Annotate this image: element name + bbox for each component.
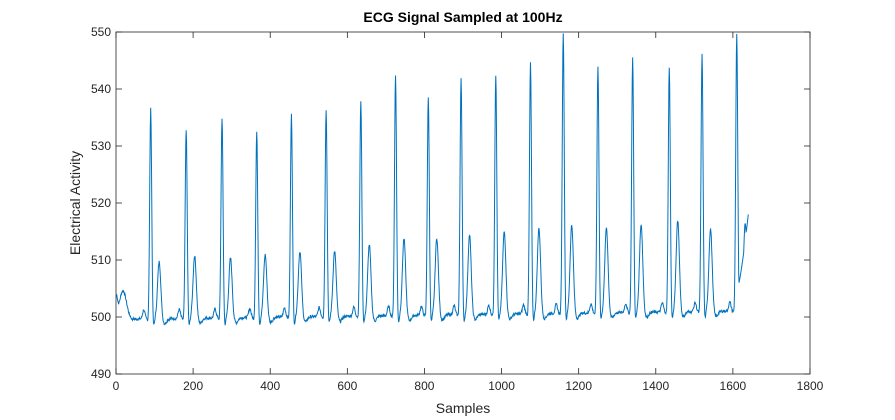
x-tick-label: 1800 (797, 379, 824, 393)
ecg-series-line (116, 33, 749, 326)
x-tick-label: 1000 (488, 379, 515, 393)
y-tick-label: 490 (91, 367, 111, 381)
x-tick-label: 1400 (642, 379, 669, 393)
x-tick-label: 800 (414, 379, 434, 393)
y-tick-label: 520 (91, 196, 111, 210)
y-tick-label: 530 (91, 139, 111, 153)
y-tick-label: 510 (91, 253, 111, 267)
chart-title: ECG Signal Sampled at 100Hz (363, 9, 562, 25)
x-tick-label: 200 (183, 379, 203, 393)
x-tick-label: 400 (260, 379, 280, 393)
x-tick-label: 0 (113, 379, 120, 393)
x-axis: 0 200 400 600 800 1000 1200 1400 1600 1800 (113, 32, 824, 393)
y-axis-title: Electrical Activity (67, 151, 83, 255)
y-axis: 490 500 510 520 530 540 550 (91, 25, 810, 381)
y-tick-label: 550 (91, 25, 111, 39)
x-axis-title: Samples (436, 400, 490, 416)
y-tick-label: 540 (91, 82, 111, 96)
signal-layer (116, 33, 749, 326)
x-tick-label: 600 (337, 379, 357, 393)
plot-area (116, 32, 810, 374)
x-tick-label: 1200 (565, 379, 592, 393)
y-tick-label: 500 (91, 310, 111, 324)
x-tick-label: 1600 (720, 379, 747, 393)
